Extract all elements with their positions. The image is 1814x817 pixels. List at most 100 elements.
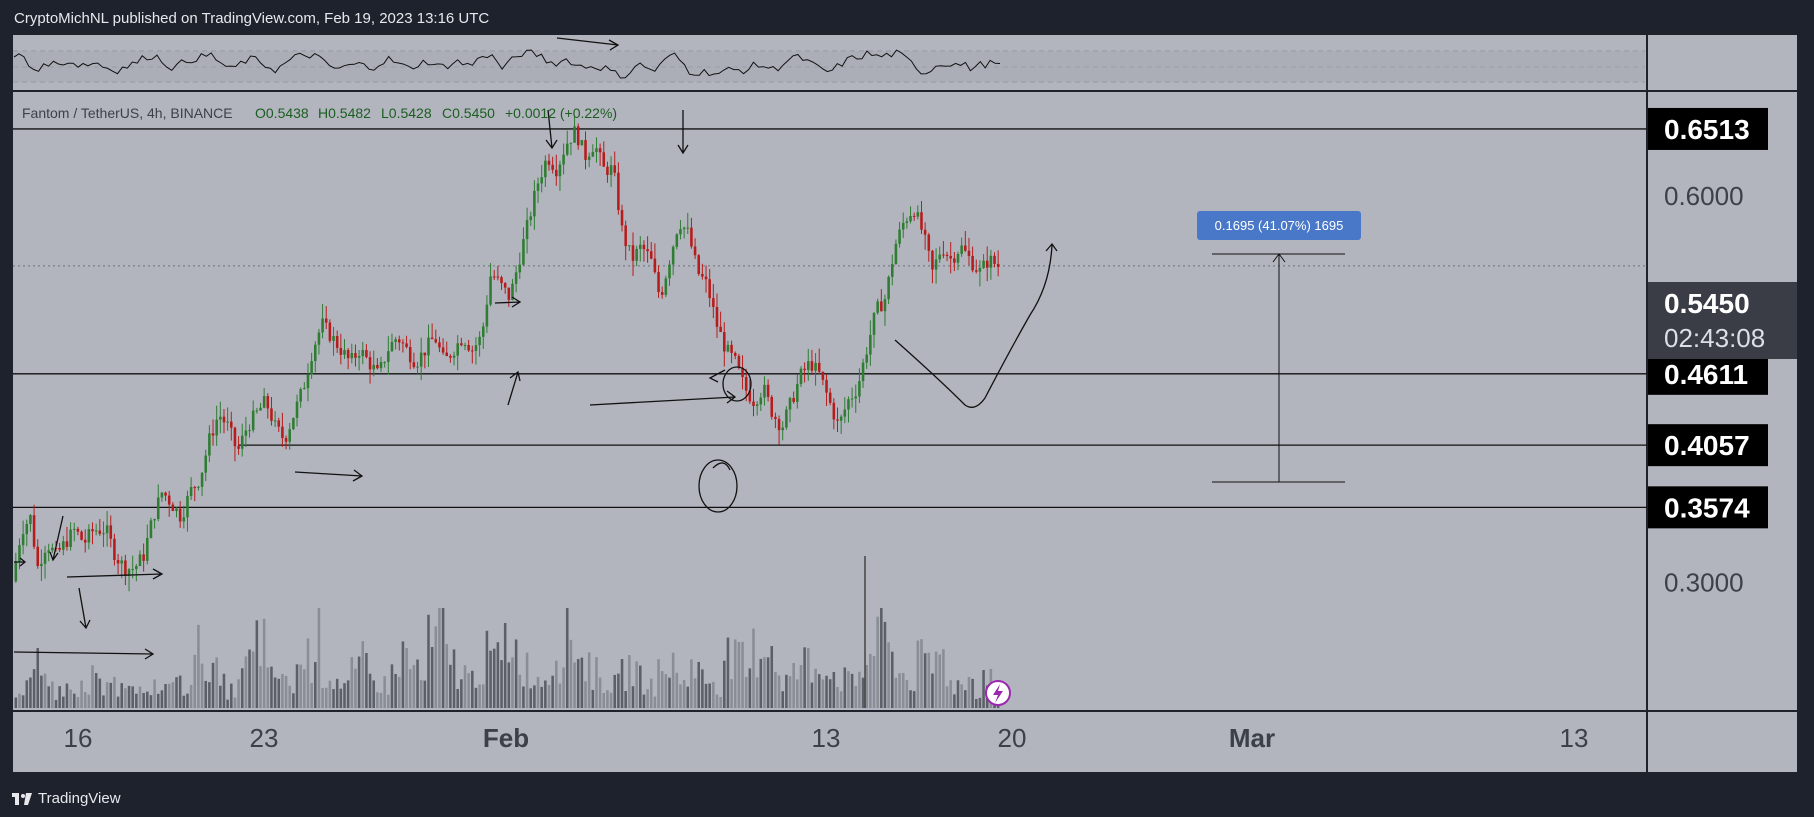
volume-bar <box>69 689 72 708</box>
volume-bar <box>701 669 704 708</box>
volume-bar <box>668 677 671 708</box>
volume-bar <box>317 608 321 708</box>
lightning-icon[interactable] <box>985 680 1011 706</box>
candle-body <box>580 140 584 146</box>
candle-body <box>91 529 94 532</box>
candle-body <box>346 350 350 359</box>
volume-bar <box>850 673 854 708</box>
candle-body <box>806 361 810 371</box>
candle-body <box>755 404 759 406</box>
candle-body <box>810 361 814 371</box>
volume-bar <box>788 676 792 708</box>
candle-body <box>726 344 730 352</box>
volume-bar <box>723 660 726 708</box>
volume-bar <box>733 639 737 708</box>
volume-bar <box>208 682 211 708</box>
volume-bar <box>14 697 18 708</box>
volume-bar <box>423 680 427 708</box>
volume-bar <box>259 666 262 708</box>
measure-tool[interactable]: 0.1695 (41.07%) 1695 <box>1197 211 1361 483</box>
volume-bar <box>29 677 32 708</box>
volume-bar <box>445 644 449 708</box>
footer-brand[interactable]: TradingView <box>12 790 121 807</box>
candle-body <box>62 541 65 550</box>
candle-body <box>262 396 266 408</box>
volume-bar <box>266 667 270 708</box>
volume-bar <box>825 675 828 708</box>
candle-body <box>635 248 638 261</box>
volume-bar <box>602 692 606 708</box>
volume-bar <box>394 674 397 708</box>
candle-body <box>620 210 624 226</box>
volume-bar <box>474 687 478 708</box>
candle-body <box>222 416 226 423</box>
x-tick-3: 13 <box>812 723 841 753</box>
price-chart[interactable]: 0.1695 (41.07%) 1695 Fantom / TetherUS, … <box>0 0 1814 790</box>
candle-body <box>434 339 438 343</box>
candle-body <box>273 420 277 422</box>
candle-body <box>131 569 134 571</box>
candle-body <box>412 362 416 368</box>
candle-body <box>551 164 554 170</box>
candle-body <box>379 362 383 369</box>
candle-body <box>741 367 744 378</box>
volume-bars <box>14 608 1000 708</box>
volume-bar <box>839 691 843 708</box>
volume-bar <box>817 674 821 708</box>
volume-bar <box>153 679 156 708</box>
candle-body <box>32 515 36 547</box>
volume-bar <box>102 695 105 708</box>
candle-body <box>25 523 29 535</box>
candle-body <box>949 255 952 259</box>
volume-bar <box>255 620 259 708</box>
candle-body <box>938 254 942 260</box>
volume-bar <box>770 646 774 708</box>
candle-body <box>912 215 916 217</box>
candle-body <box>153 519 156 521</box>
candle-body <box>708 279 711 299</box>
candle-body <box>653 258 657 273</box>
candle-body <box>869 334 872 355</box>
volume-bar <box>127 685 131 708</box>
volume-bar <box>233 697 237 708</box>
candle-body <box>354 353 357 358</box>
countdown-value: 02:43:08 <box>1664 323 1765 353</box>
volume-bar <box>920 639 923 708</box>
volume-bar <box>547 685 551 708</box>
candle-body <box>281 426 284 439</box>
volume-bar <box>912 691 916 708</box>
volume-bar <box>617 673 620 708</box>
rsi-line <box>13 49 1001 79</box>
volume-bar <box>164 683 167 708</box>
volume-bar <box>953 694 956 708</box>
candle-body <box>584 140 587 160</box>
volume-bar <box>51 681 54 708</box>
x-tick-2: Feb <box>483 723 529 753</box>
candle-body <box>445 352 449 356</box>
volume-bar <box>357 656 361 708</box>
level-label-3: 0.3574 <box>1664 492 1750 523</box>
candle-body <box>759 397 763 405</box>
candle-body <box>993 255 996 264</box>
candle-body <box>503 283 507 288</box>
volume-bar <box>419 680 423 708</box>
candle-body <box>324 318 328 323</box>
volume-bar <box>569 639 573 708</box>
volume-bar <box>149 695 153 708</box>
candle-body <box>781 427 784 431</box>
volume-bar <box>514 639 518 708</box>
candle-body <box>167 495 171 505</box>
candle-body <box>438 342 441 348</box>
tradingview-logo-icon <box>12 792 32 805</box>
volume-bar <box>836 686 839 708</box>
candle-body <box>573 126 576 143</box>
candle-body <box>832 402 836 420</box>
candle-body <box>766 384 770 397</box>
candle-body <box>953 258 956 263</box>
volume-bar <box>741 641 744 708</box>
volume-bar <box>967 677 971 708</box>
candle-body <box>492 276 496 278</box>
volume-bar <box>350 657 354 708</box>
candle-body <box>686 227 690 229</box>
volume-bar <box>938 654 942 708</box>
